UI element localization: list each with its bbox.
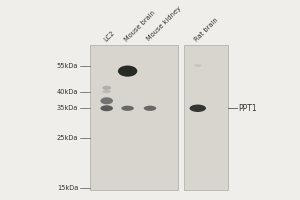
Text: 55kDa: 55kDa [57,63,78,69]
Text: Rat brain: Rat brain [194,16,219,42]
Ellipse shape [194,64,202,67]
Text: 15kDa: 15kDa [57,185,78,191]
Text: Mouse brain: Mouse brain [123,9,157,42]
Text: Mouse kidney: Mouse kidney [146,6,182,42]
Text: LC2: LC2 [103,29,116,42]
Ellipse shape [102,86,111,90]
Ellipse shape [190,105,206,112]
Text: 40kDa: 40kDa [57,89,78,95]
Bar [184,45,228,190]
Ellipse shape [118,66,137,77]
Ellipse shape [102,90,111,93]
Ellipse shape [121,106,134,111]
Text: PPT1: PPT1 [238,104,257,113]
Bar [90,45,178,190]
Text: 35kDa: 35kDa [57,105,78,111]
Text: 25kDa: 25kDa [57,135,78,141]
Ellipse shape [100,105,113,111]
Ellipse shape [100,97,113,104]
Ellipse shape [144,106,156,111]
